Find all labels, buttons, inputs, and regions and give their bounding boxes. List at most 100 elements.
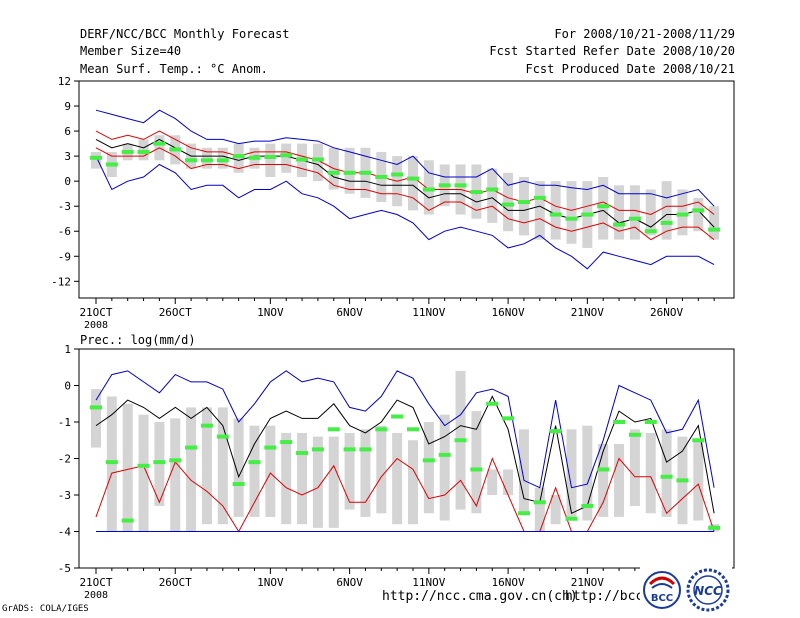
prec-box-16 bbox=[328, 436, 339, 528]
prec-median-23 bbox=[438, 452, 451, 457]
temp-median-13 bbox=[280, 153, 293, 158]
temp-line-envelope-min bbox=[95, 155, 715, 270]
temp-box-39 bbox=[693, 197, 704, 232]
temp-median-39 bbox=[692, 208, 705, 213]
temp-median-18 bbox=[359, 170, 372, 175]
temp-median-14 bbox=[296, 157, 309, 162]
prec-median-36 bbox=[644, 420, 657, 424]
temp-ytick-label: -6 bbox=[58, 225, 71, 238]
prec-median-4 bbox=[137, 463, 150, 468]
temp-line-envelope-max bbox=[95, 109, 715, 207]
prec-median-40 bbox=[708, 525, 721, 530]
temp-median-5 bbox=[153, 141, 166, 146]
temp-median-4 bbox=[137, 149, 150, 154]
prec-xtick-label: 11NOV bbox=[412, 576, 445, 589]
temp-median-12 bbox=[264, 154, 277, 159]
prec-box-15 bbox=[312, 436, 323, 528]
prec-median-31 bbox=[565, 516, 578, 521]
prec-xtick-label: 16NOV bbox=[492, 576, 525, 589]
temp-box-22 bbox=[423, 160, 434, 215]
temp-xtick-label: 21OCT bbox=[79, 306, 112, 319]
prec-median-11 bbox=[248, 460, 261, 465]
prec-median-14 bbox=[296, 451, 309, 456]
temp-median-26 bbox=[486, 187, 499, 192]
prec-box-36 bbox=[645, 432, 656, 514]
prec-median-3 bbox=[121, 518, 134, 523]
temp-ytick-label: 3 bbox=[64, 150, 71, 163]
prec-box-30 bbox=[550, 495, 561, 525]
temp-box-17 bbox=[344, 147, 355, 194]
prec-year-label: 2008 bbox=[84, 590, 108, 601]
prec-median-35 bbox=[628, 432, 641, 437]
temp-box-40 bbox=[709, 206, 720, 240]
prec-median-12 bbox=[264, 445, 277, 450]
prec-median-22 bbox=[422, 458, 435, 463]
temp-median-10 bbox=[232, 154, 245, 159]
temp-variable-label: Mean Surf. Temp.: °C Anom. bbox=[80, 62, 268, 76]
prec-box-21 bbox=[408, 440, 418, 525]
temp-xtick-label: 26OCT bbox=[159, 306, 192, 319]
bcc-url-link[interactable]: http://bcc.c bbox=[565, 589, 659, 604]
prec-box-4 bbox=[138, 414, 149, 532]
prec-box-9 bbox=[217, 407, 228, 525]
temp-xtick-label: 26NOV bbox=[650, 306, 683, 319]
temp-xtick-label: 1NOV bbox=[257, 306, 284, 319]
bcc-logo-text: BCC bbox=[651, 593, 673, 604]
temp-plot-frame bbox=[78, 80, 735, 299]
prec-box-37 bbox=[661, 429, 672, 517]
prec-xtick-label: 21OCT bbox=[79, 576, 112, 589]
member-size: Member Size=40 bbox=[80, 44, 182, 58]
temp-median-30 bbox=[549, 212, 562, 217]
prec-xtick-label: 26OCT bbox=[159, 576, 192, 589]
prec-ytick-label: -2 bbox=[58, 453, 71, 466]
temp-median-34 bbox=[613, 222, 626, 227]
temp-median-11 bbox=[248, 155, 261, 160]
temp-line-spread-lower bbox=[95, 147, 715, 241]
prec-ytick-label: -3 bbox=[58, 489, 71, 502]
temp-line-mean bbox=[95, 138, 715, 228]
temp-median-15 bbox=[311, 157, 324, 162]
temp-box-38 bbox=[677, 189, 688, 236]
prec-median-34 bbox=[613, 420, 626, 424]
temp-median-32 bbox=[581, 212, 594, 217]
prec-line-spread-lower bbox=[95, 457, 715, 533]
prec-box-32 bbox=[582, 425, 593, 521]
prec-median-25 bbox=[470, 467, 483, 472]
prec-ytick-label: -4 bbox=[58, 526, 72, 539]
prec-median-24 bbox=[454, 438, 467, 443]
temp-xtick-label: 11NOV bbox=[412, 306, 445, 319]
prec-box-6 bbox=[170, 418, 181, 532]
temp-median-35 bbox=[628, 216, 641, 221]
ncc-url-link[interactable]: http://ncc.cma.gov.cn(ch) bbox=[382, 589, 578, 604]
prec-box-14 bbox=[297, 432, 308, 525]
temp-median-27 bbox=[502, 202, 515, 207]
logo-area: BCC NCC bbox=[640, 566, 732, 614]
temp-median-7 bbox=[185, 158, 198, 163]
temp-xtick-label: 6NOV bbox=[336, 306, 363, 319]
prec-median-7 bbox=[185, 445, 198, 450]
prec-median-20 bbox=[391, 414, 404, 419]
temp-median-25 bbox=[470, 190, 483, 195]
prec-xtick-label: 21NOV bbox=[571, 576, 604, 589]
prec-median-18 bbox=[359, 447, 372, 452]
temp-median-19 bbox=[375, 174, 388, 179]
prec-xtick-label: 1NOV bbox=[257, 576, 284, 589]
temp-median-22 bbox=[422, 187, 435, 192]
prec-box-10 bbox=[233, 418, 244, 517]
temp-median-6 bbox=[169, 147, 182, 152]
temp-median-24 bbox=[454, 183, 467, 188]
temp-xtick-label: 21NOV bbox=[571, 306, 604, 319]
prec-box-3 bbox=[122, 403, 133, 532]
bcc-logo-icon: BCC NCC bbox=[643, 568, 730, 612]
prec-box-12 bbox=[265, 425, 276, 517]
prec-median-33 bbox=[597, 467, 610, 472]
prec-box-23 bbox=[439, 414, 450, 521]
prec-median-19 bbox=[375, 427, 388, 432]
forecast-title: DERF/NCC/BCC Monthly Forecast bbox=[80, 27, 290, 41]
temp-median-21 bbox=[407, 176, 419, 181]
prec-median-17 bbox=[343, 447, 356, 452]
temp-ytick-label: -12 bbox=[51, 275, 71, 288]
temp-median-2 bbox=[105, 162, 118, 167]
prec-box-25 bbox=[471, 411, 482, 514]
temp-median-20 bbox=[391, 172, 404, 177]
